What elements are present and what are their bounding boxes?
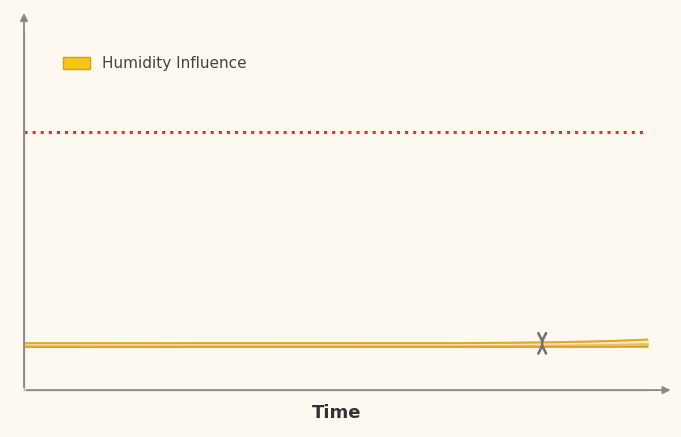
X-axis label: Time: Time: [311, 404, 361, 422]
Legend: Humidity Influence: Humidity Influence: [57, 50, 253, 77]
